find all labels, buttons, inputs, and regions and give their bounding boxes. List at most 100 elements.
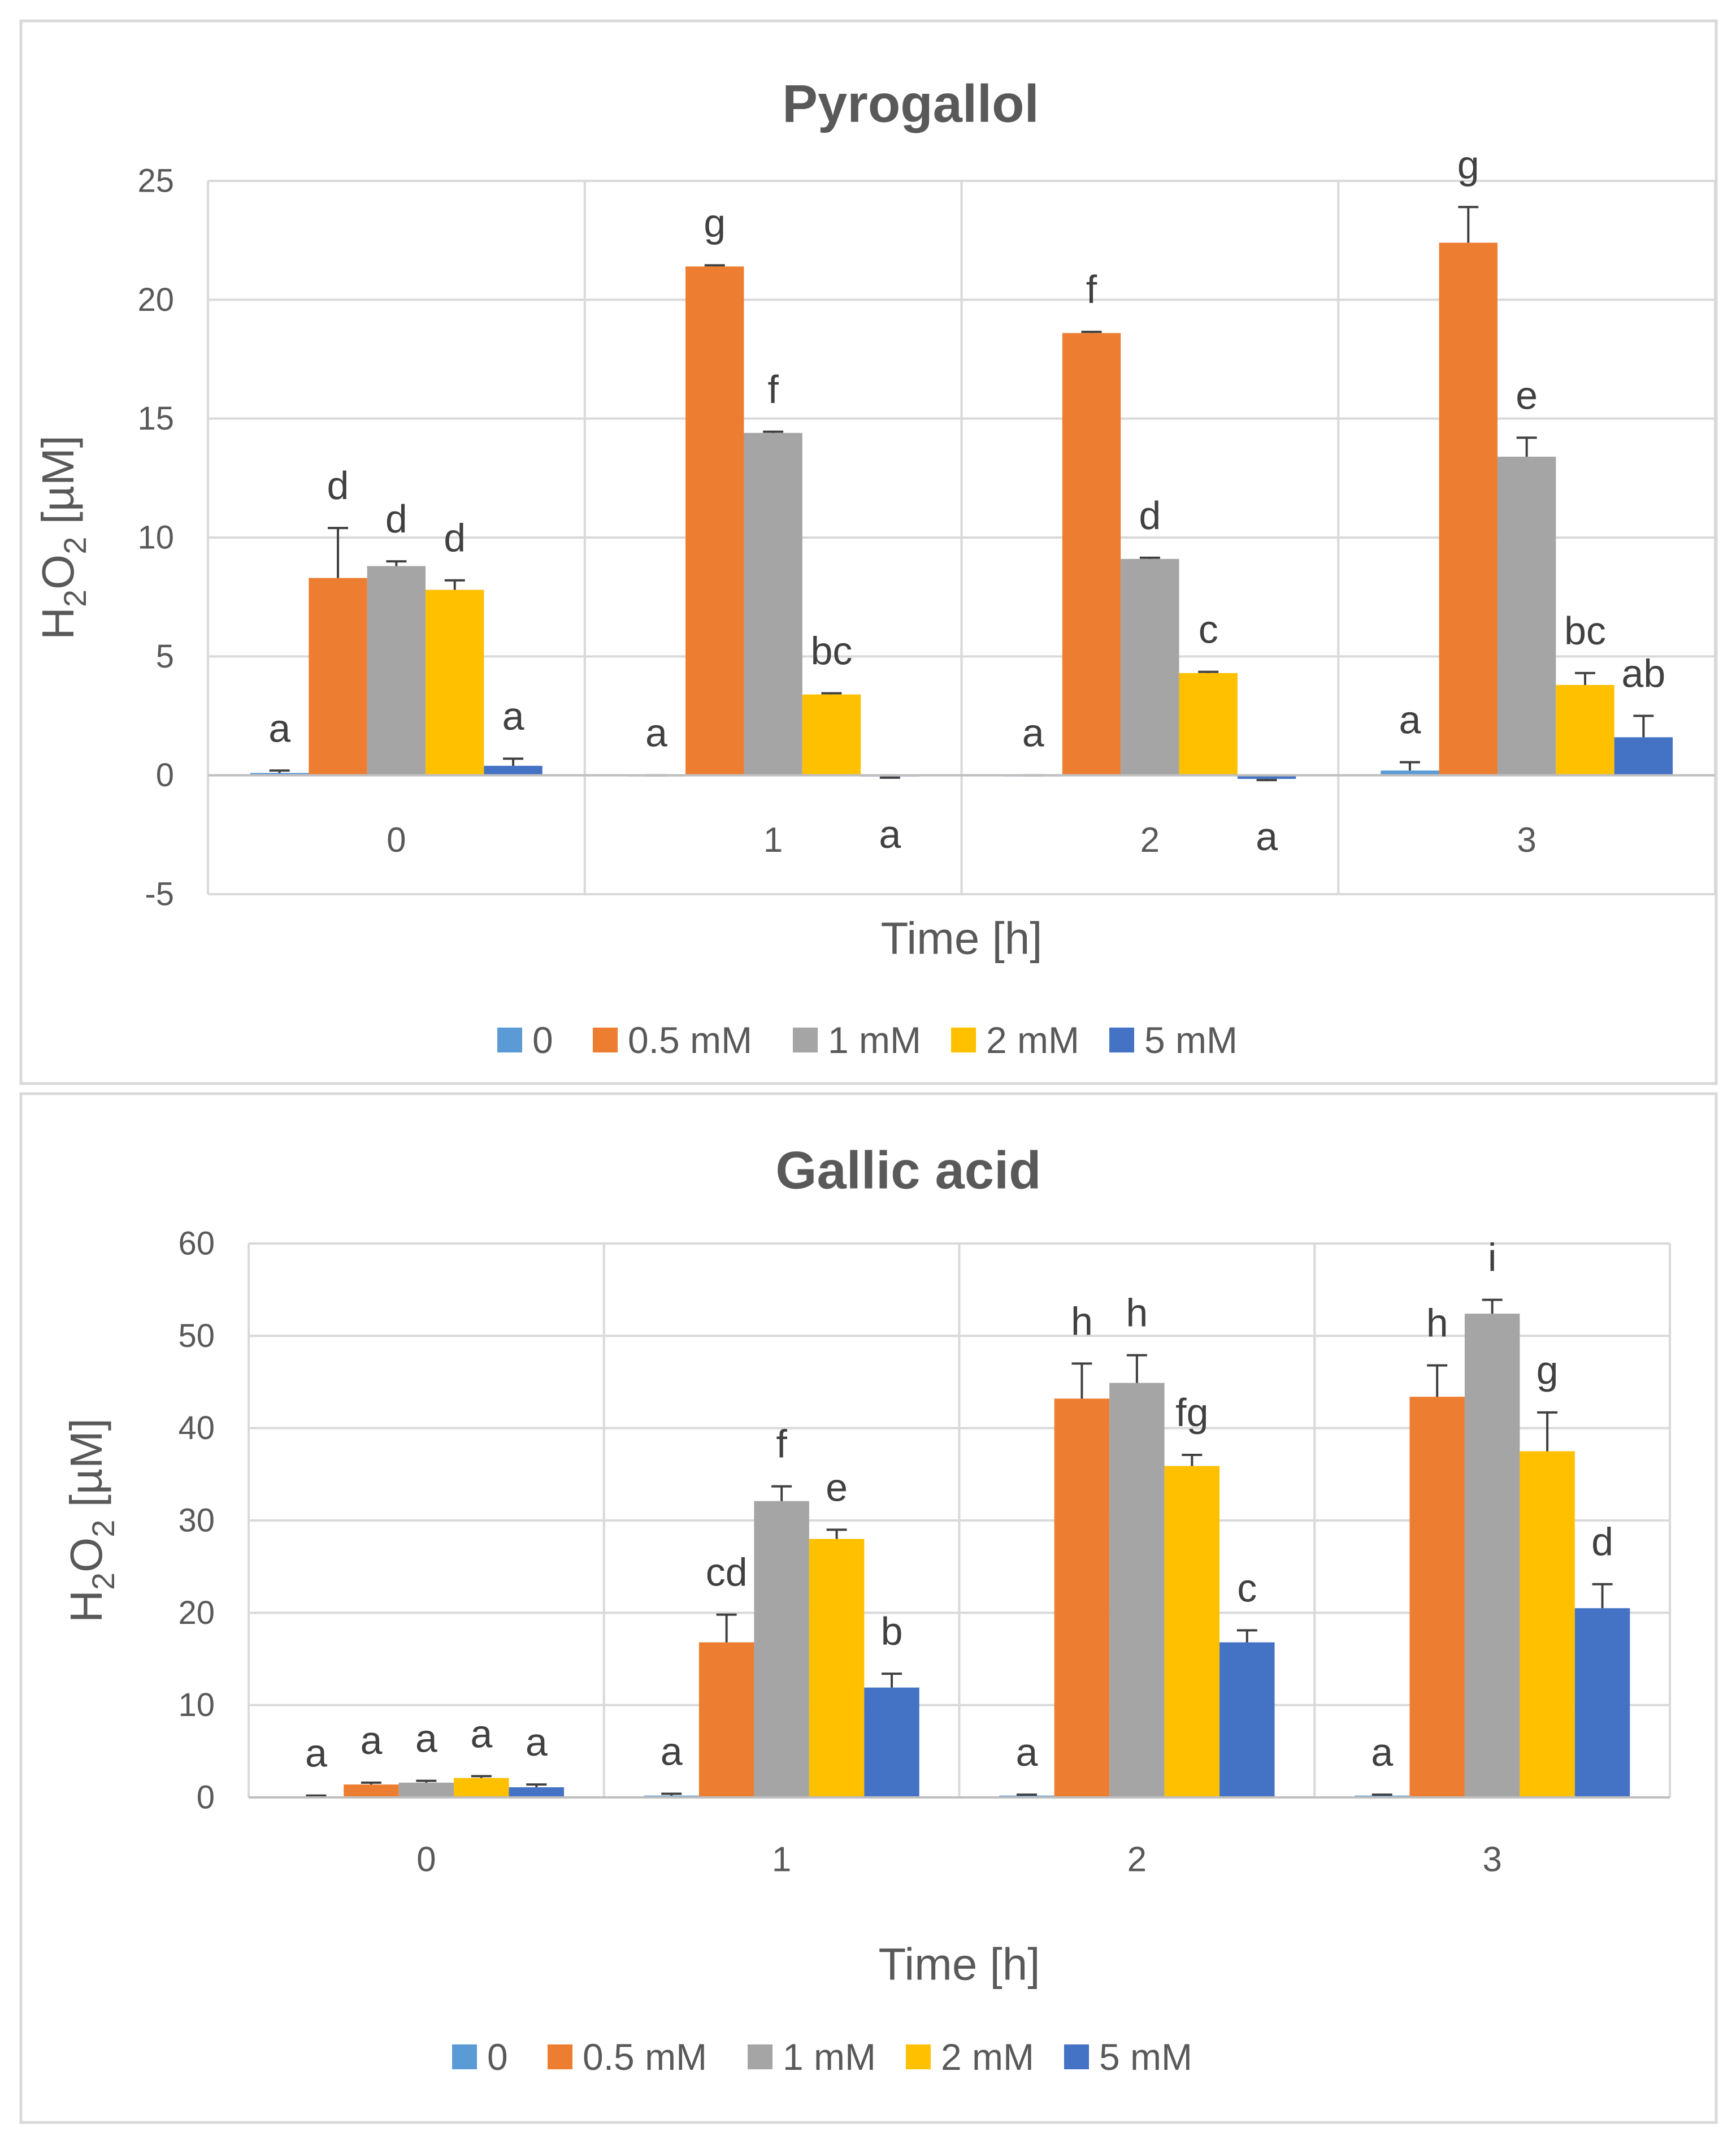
legend-label: 1 mM: [828, 1019, 921, 1061]
y-tick-label: -5: [145, 876, 174, 913]
y-tick-label: 20: [178, 1595, 215, 1631]
significance-label: d: [444, 516, 466, 560]
x-tick-label: 0: [416, 1840, 436, 1879]
bar-0_5mM-t0: [309, 578, 367, 775]
bar-5mM-t0: [484, 765, 542, 775]
significance-label: a: [1399, 698, 1421, 742]
legend-swatch: [793, 1028, 818, 1052]
legend-label: 5 mM: [1099, 2036, 1192, 2078]
bar-1mM-t1: [744, 432, 802, 775]
y-tick-label: 30: [178, 1502, 215, 1539]
significance-label: h: [1126, 1291, 1148, 1335]
significance-label: d: [1139, 493, 1161, 538]
bar-0_5mM-t3: [1439, 242, 1498, 775]
x-tick-label: 2: [1127, 1840, 1147, 1879]
significance-label: e: [1516, 373, 1538, 417]
legend-swatch: [1064, 2044, 1089, 2069]
bar-2mM-t2: [1179, 673, 1238, 775]
bar-5mM-t2: [1219, 1642, 1275, 1797]
legend-label: 1 mM: [783, 2036, 876, 2078]
legend-swatch: [452, 2044, 477, 2069]
x-tick-label: 2: [1140, 821, 1160, 860]
y-tick-label: 0: [156, 757, 174, 794]
bar-0_5mM-t2: [1062, 333, 1121, 775]
bar-1mM-t3: [1464, 1314, 1520, 1797]
bar-0_5mM-t1: [685, 266, 744, 775]
y-axis-label: H2O2 [µM]: [33, 435, 93, 640]
x-axis-label: Time [h]: [881, 913, 1043, 964]
x-tick-label: 1: [772, 1840, 791, 1879]
y-tick-label: 40: [178, 1410, 215, 1446]
bar-2mM-t1: [809, 1539, 865, 1797]
x-tick-label: 0: [387, 821, 406, 860]
y-tick-label: 25: [137, 163, 174, 200]
legend-label: 0.5 mM: [583, 2036, 707, 2078]
significance-label: h: [1071, 1299, 1093, 1343]
y-tick-label: 50: [178, 1318, 215, 1354]
bar-5mM-t1: [864, 1687, 919, 1797]
legend-label: 2 mM: [941, 2036, 1034, 2078]
significance-label: b: [881, 1609, 903, 1653]
bar-1mM-t0: [398, 1782, 454, 1797]
legend-label: 5 mM: [1144, 1019, 1238, 1061]
bar-0_5mM-t3: [1409, 1397, 1465, 1797]
significance-label: ab: [1621, 652, 1665, 696]
bar-1mM-t2: [1109, 1383, 1165, 1797]
bar-1mM-t2: [1121, 558, 1179, 775]
bar-1mM-t1: [754, 1501, 809, 1797]
significance-label: f: [776, 1422, 787, 1466]
bar-0-t0: [250, 773, 309, 775]
chart-title: Pyrogallol: [782, 74, 1039, 133]
significance-label: a: [360, 1718, 382, 1762]
significance-label: cd: [706, 1550, 748, 1595]
legend-label: 0.5 mM: [628, 1019, 752, 1061]
significance-label: fg: [1175, 1390, 1208, 1435]
bar-0_5mM-t0: [344, 1784, 399, 1797]
bar-5mM-t3: [1574, 1608, 1630, 1797]
significance-label: a: [1015, 1730, 1038, 1774]
legend-label: 0: [532, 1019, 553, 1061]
bar-0_5mM-t2: [1054, 1398, 1110, 1797]
significance-label: i: [1488, 1236, 1497, 1280]
significance-label: g: [1537, 1348, 1559, 1392]
x-tick-label: 1: [763, 821, 783, 860]
significance-label: a: [526, 1720, 548, 1764]
bar-2mM-t3: [1520, 1451, 1575, 1797]
bar-2mM-t0: [454, 1778, 509, 1797]
significance-label: a: [1022, 711, 1044, 755]
legend-swatch: [593, 1028, 618, 1052]
y-tick-label: 15: [137, 400, 174, 437]
significance-label: d: [385, 497, 407, 541]
significance-label: h: [1426, 1301, 1448, 1345]
significance-label: d: [327, 463, 349, 508]
bar-5mM-t3: [1614, 737, 1673, 775]
chart-frame: [19, 19, 1718, 1085]
y-tick-label: 20: [137, 281, 174, 318]
bar-2mM-t1: [802, 694, 861, 775]
legend-swatch: [497, 1028, 522, 1052]
x-tick-label: 3: [1482, 1840, 1501, 1879]
significance-label: a: [645, 711, 667, 755]
significance-label: bc: [1564, 609, 1606, 653]
bar-1mM-t3: [1497, 456, 1556, 775]
significance-label: f: [767, 367, 779, 411]
y-tick-label: 10: [178, 1687, 215, 1723]
legend-label: 0: [487, 2036, 508, 2078]
y-tick-label: 5: [156, 638, 174, 675]
significance-label: a: [502, 694, 524, 738]
bar-2mM-t3: [1556, 684, 1615, 775]
significance-label: a: [661, 1729, 683, 1773]
chart-title: Gallic acid: [775, 1141, 1041, 1200]
significance-label: a: [415, 1717, 437, 1761]
y-tick-label: 0: [197, 1779, 215, 1816]
legend-swatch: [1109, 1028, 1134, 1052]
y-tick-label: 60: [178, 1225, 215, 1262]
legend-label: 2 mM: [986, 1019, 1079, 1061]
significance-label: c: [1199, 608, 1218, 652]
significance-label: f: [1086, 267, 1097, 311]
significance-label: g: [704, 201, 726, 245]
legend-swatch: [906, 2044, 931, 2069]
legend-swatch: [748, 2044, 772, 2069]
